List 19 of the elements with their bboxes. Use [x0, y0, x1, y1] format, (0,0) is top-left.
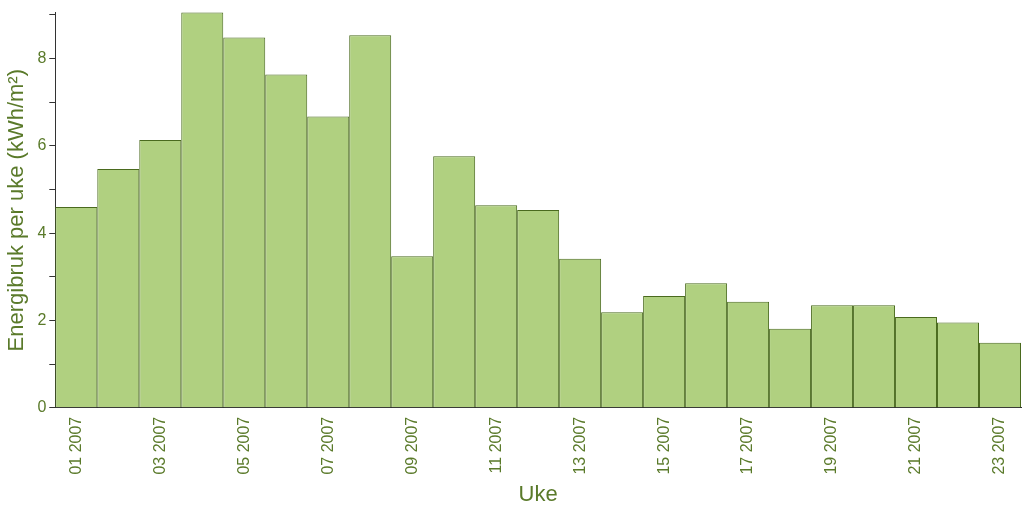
x-tick-label: 05 2007 [234, 416, 252, 475]
x-tick-label: 15 2007 [654, 416, 672, 475]
x-tick-label: 17 2007 [738, 416, 756, 475]
x-tick-label: 23 2007 [990, 416, 1008, 475]
y-tick-label: 4 [37, 223, 47, 241]
y-axis-title: Energibruk per uke (kWh/m²) [3, 68, 29, 352]
y-tick-label: 8 [37, 48, 47, 66]
x-tick-label: 11 2007 [486, 416, 504, 474]
x-axis-title: Uke [518, 480, 558, 506]
y-tick-label: 2 [37, 310, 47, 328]
x-tick-label: 13 2007 [570, 416, 588, 475]
x-tick-label: 07 2007 [318, 416, 336, 475]
y-tick-label: 0 [37, 398, 47, 416]
x-tick-label: 19 2007 [822, 416, 840, 475]
x-tick-label: 03 2007 [150, 416, 168, 475]
x-tick-label: 09 2007 [402, 416, 420, 475]
y-tick-label: 6 [37, 136, 47, 154]
x-tick-label: 01 2007 [66, 416, 84, 475]
x-tick-label: 21 2007 [906, 416, 924, 475]
